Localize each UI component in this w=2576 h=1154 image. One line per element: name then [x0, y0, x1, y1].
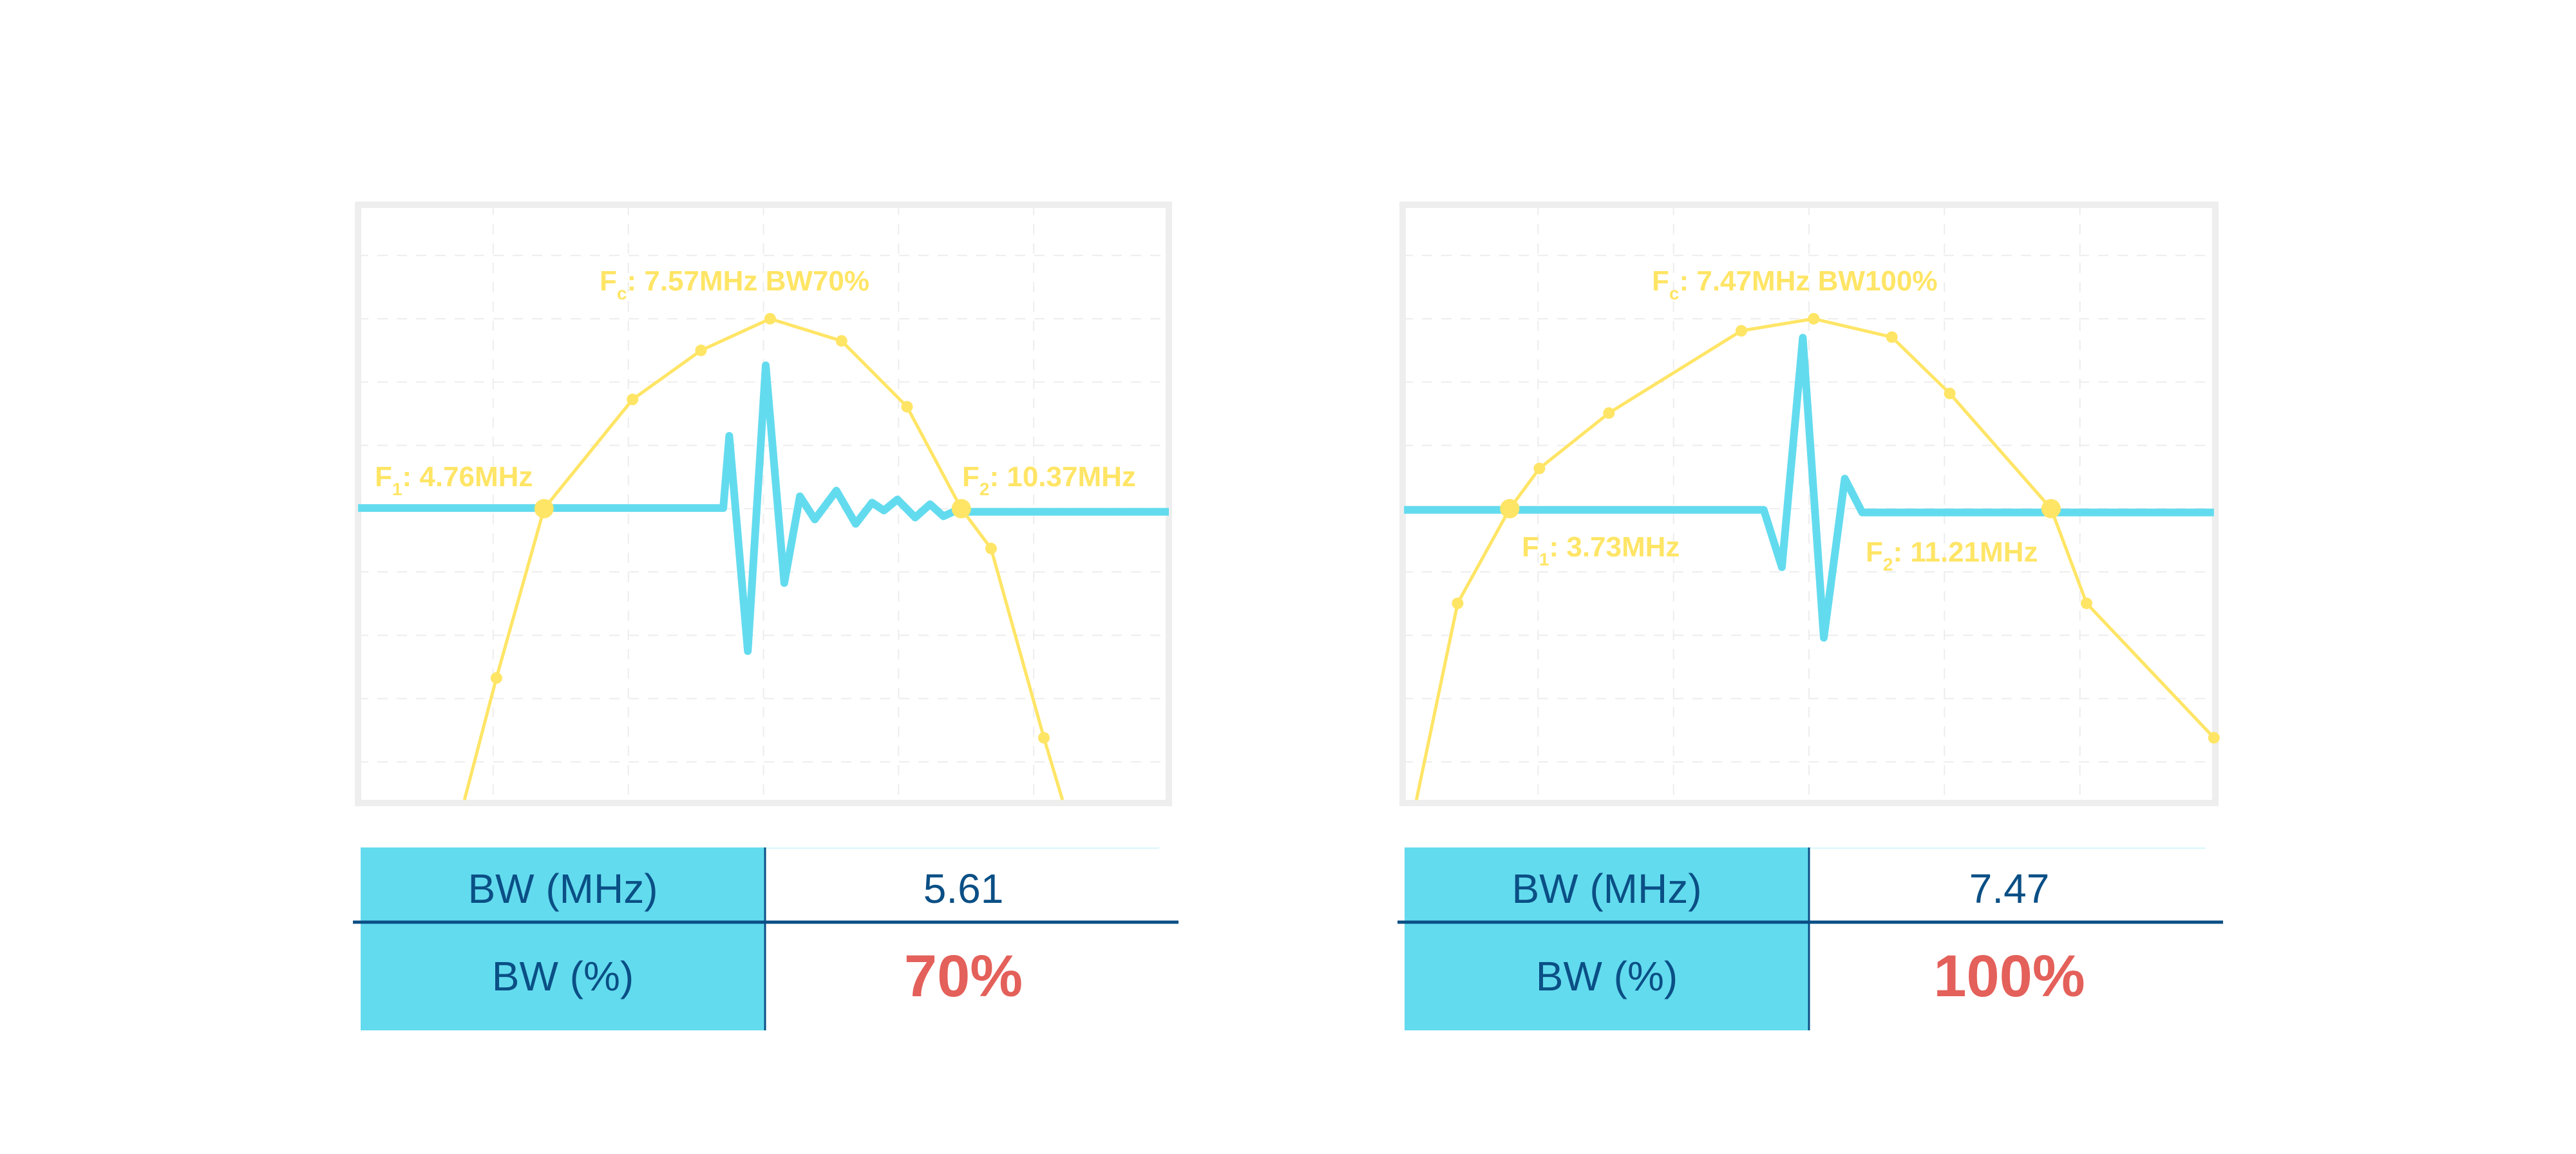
results-table: BW (MHz) 7.47 BW (%) 100% — [1397, 847, 2223, 1030]
spectrum-point — [835, 335, 848, 347]
spectrum-point — [1808, 312, 1820, 325]
bw-mhz-label: BW (MHz) — [1511, 866, 1701, 912]
bw-percent-value: 70% — [904, 943, 1023, 1009]
bw-mhz-value: 5.61 — [923, 866, 1004, 912]
chart-panel-70-percent: Fc: 7.57MHz BW70% F1: 4.76MHz F2: 10.37M… — [353, 202, 1179, 1030]
spectrum-point — [695, 345, 707, 357]
f2-label: F2: 11.21MHz — [1866, 536, 2038, 574]
plot-area — [1399, 202, 2220, 806]
bw-percent-value: 100% — [1933, 943, 2085, 1009]
cutoff-frequency-point — [534, 498, 554, 518]
table-header-cell-1 — [1405, 847, 1809, 922]
spectrum-point — [2208, 732, 2220, 744]
spectrum-point — [1603, 407, 1615, 419]
bw-mhz-value: 7.47 — [1969, 866, 2050, 912]
spectrum-point — [985, 542, 997, 554]
cutoff-frequency-point — [951, 498, 971, 518]
table-header-cell-1 — [361, 847, 765, 922]
bw-percent-label: BW (%) — [492, 953, 634, 999]
spectrum-point — [490, 672, 502, 684]
plot-frame — [1399, 202, 2219, 806]
results-table: BW (MHz) 5.61 BW (%) 70% — [353, 847, 1179, 1030]
plot-frame — [355, 202, 1172, 806]
f1-label: F1: 4.76MHz — [375, 461, 533, 499]
plot-area — [355, 202, 1172, 806]
bw-mhz-label: BW (MHz) — [468, 866, 658, 912]
cutoff-frequency-point — [2041, 498, 2061, 518]
spectrum-line — [1414, 317, 2215, 800]
chart-panel-100-percent: Fc: 7.47MHz BW100% F1: 3.73MHz F2: 11.21… — [1397, 202, 2223, 1030]
fc-label: Fc: 7.47MHz BW100% — [1652, 265, 1937, 303]
spectrum-point — [627, 393, 639, 406]
spectrum-point — [1735, 325, 1747, 337]
f2-label: F2: 10.37MHz — [962, 461, 1136, 499]
spectrum-point — [1944, 387, 1956, 399]
spectrum-point — [2080, 597, 2092, 609]
f1-label: F1: 3.73MHz — [1522, 531, 1680, 569]
waveform-line — [358, 361, 1169, 656]
spectrum-line — [462, 317, 1065, 800]
bw-percent-label: BW (%) — [1536, 953, 1678, 999]
table-header-cell-2 — [1405, 923, 1809, 1030]
fc-label: Fc: 7.57MHz BW70% — [600, 265, 869, 303]
cutoff-frequency-point — [1500, 498, 1520, 518]
spectrum-point — [1886, 331, 1898, 343]
waveform-line — [1404, 334, 2214, 642]
table-header-cell-2 — [361, 923, 765, 1030]
spectrum-point — [1533, 462, 1546, 475]
spectrum-point — [901, 401, 913, 413]
spectrum-point — [1452, 597, 1464, 609]
spectrum-point — [1037, 732, 1050, 744]
spectrum-point — [764, 312, 776, 325]
